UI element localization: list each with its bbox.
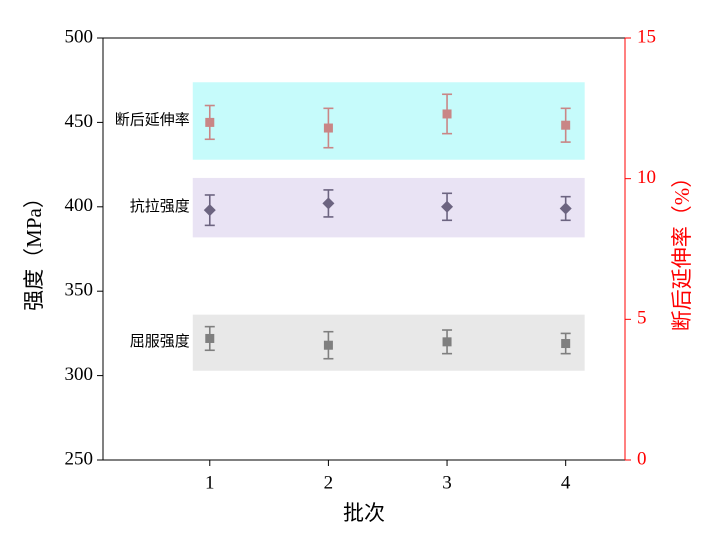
x-tick-label: 3 — [442, 472, 452, 493]
x-tick-label: 4 — [561, 472, 571, 493]
y-tick-label: 350 — [65, 280, 94, 301]
marker — [322, 197, 335, 210]
band — [192, 177, 585, 238]
y2-tick-label: 5 — [637, 308, 647, 329]
marker — [559, 202, 572, 215]
marker — [205, 117, 215, 127]
marker — [323, 123, 333, 133]
marker — [441, 200, 454, 213]
y-tick-label: 450 — [65, 111, 94, 132]
y-axis-label: 强度（MPa） — [22, 187, 46, 311]
band — [192, 82, 585, 160]
y-tick-label: 500 — [65, 26, 94, 47]
y-tick-label: 300 — [65, 364, 94, 385]
marker — [561, 120, 571, 130]
x-tick-label: 1 — [205, 472, 215, 493]
band-label: 断后延伸率 — [115, 111, 190, 128]
marker — [442, 109, 452, 119]
band — [192, 314, 585, 371]
marker — [323, 340, 333, 350]
y-tick-label: 250 — [65, 448, 94, 469]
x-axis-label: 批次 — [343, 501, 385, 525]
y2-axis-label: 断后延伸率（%） — [670, 167, 694, 332]
marker — [205, 333, 215, 343]
y2-tick-label: 15 — [637, 26, 656, 47]
y2-tick-label: 0 — [637, 448, 647, 469]
marker — [561, 339, 571, 349]
y-tick-label: 400 — [65, 195, 94, 216]
marker — [203, 204, 216, 217]
marker — [442, 337, 452, 347]
x-tick-label: 2 — [324, 472, 334, 493]
band-label: 抗拉强度 — [130, 198, 190, 215]
band-label: 屈服强度 — [130, 333, 190, 350]
y2-tick-label: 10 — [637, 167, 656, 188]
